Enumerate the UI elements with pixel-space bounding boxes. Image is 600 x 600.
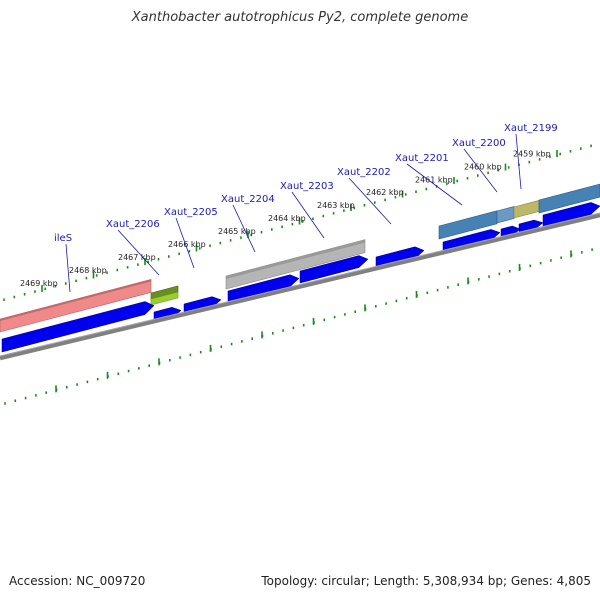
feature-bar-edge [226,239,365,279]
scale-label: 2464 kbp [268,214,306,223]
scale-label: 2465 kbp [218,227,256,236]
gene-label[interactable]: Xaut_2199 [504,123,558,134]
scale-label: 2459 kbp [513,150,551,159]
scale-label: 2463 kbp [317,201,355,210]
feature-bar-next [538,183,600,214]
feature-bar-edge [0,279,151,321]
feature-bar-xaut-2199 [513,200,540,219]
gene-label-leader [291,191,325,239]
gene-label-leader [463,148,498,193]
gene-label[interactable]: Xaut_2202 [337,167,391,178]
genome-summary: Topology: circular; Length: 5,308,934 bp… [261,574,591,588]
gene-label-leader [117,229,160,276]
gene-label[interactable]: Xaut_2201 [395,153,449,164]
gene-label[interactable]: ileS [54,233,72,244]
scale-label: 2468 kbp [69,266,107,275]
gene-label-leader [232,204,256,253]
scale-label: 2467 kbp [118,253,156,262]
cds-arrow-xaut-2203 [299,255,369,284]
feature-bar-xaut-2206-b [150,291,179,306]
genome-backbone-highlight [0,212,600,357]
gene-label-leader [515,133,522,190]
gene-label-leader [406,163,463,206]
feature-bar-xaut-2201 [438,210,498,240]
cds-arrow-ileS [1,301,155,353]
scale-label: 2462 kbp [366,188,404,197]
gene-label[interactable]: Xaut_2200 [452,138,506,149]
scale-label: 2461 kbp [415,175,453,184]
gene-label[interactable]: Xaut_2206 [106,219,160,230]
gene-label[interactable]: Xaut_2203 [280,181,334,192]
gene-label[interactable]: Xaut_2205 [164,207,218,218]
cds-arrow-xaut-2204 [227,274,300,304]
scale-label: 2460 kbp [464,162,502,171]
gene-label[interactable]: Xaut_2204 [221,194,275,205]
scale-label: 2469 kbp [20,279,58,288]
gene-label-leader [175,217,195,269]
feature-bar-xaut-2203 [225,239,366,290]
cds-arrow-next [542,202,600,228]
feature-bar-xaut-2200 [496,206,515,224]
gene-label-leader [348,177,392,225]
genome-backbone [0,212,600,361]
accession-label: Accession: NC_009720 [9,574,146,588]
map-title: Xanthobacter autotrophicus Py2, complete… [131,10,469,25]
scale-label: 2466 kbp [168,240,206,249]
gene-label-leader [65,243,71,293]
